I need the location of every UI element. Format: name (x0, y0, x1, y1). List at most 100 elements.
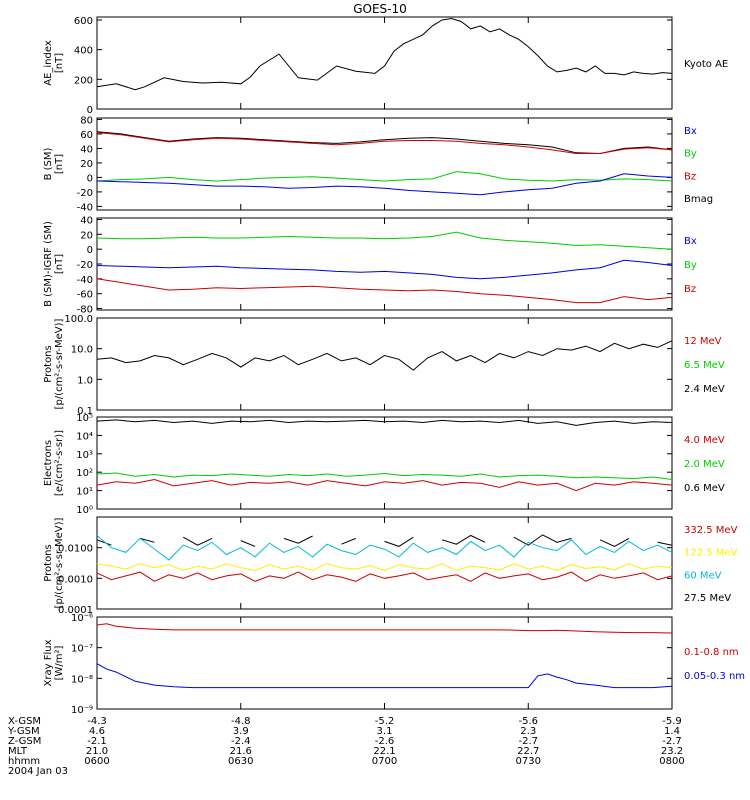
x-row-value: 0600 (84, 756, 109, 767)
series-line-0-05-0-3-nm (96, 663, 673, 689)
panel-frame (96, 317, 673, 411)
y-axis-label-line: [nT] (54, 154, 65, 174)
y-tick-label: 10² (76, 468, 93, 479)
x-row-label: Y-GSM (7, 726, 40, 737)
y-tick-label: 0.0100 (58, 544, 93, 555)
x-row-value: -4.3 (87, 716, 107, 727)
legend-entry: Kyoto AE (684, 59, 728, 70)
y-tick-label: 0 (87, 105, 93, 116)
y-tick-label: 10⁻⁸ (71, 674, 93, 685)
series-line-by (96, 231, 673, 250)
y-tick-label: 0 (87, 245, 93, 256)
y-axis-label: Electrons[e/(cm²-s-sr)] (43, 430, 65, 496)
legend-entry: Bx (684, 236, 697, 247)
legend-entry: 27.5 MeV (684, 593, 731, 604)
y-tick-label: 600 (74, 16, 93, 27)
x-row-value: 1.4 (664, 726, 680, 737)
y-tick-label: 200 (74, 75, 93, 86)
legend-entry: By (684, 260, 697, 271)
legend-entry: Bz (684, 171, 696, 182)
panel-frame (96, 16, 673, 110)
x-row-value: -2.7 (662, 736, 682, 747)
series-line-bmag (96, 131, 673, 155)
x-row-value: -2.6 (375, 736, 395, 747)
x-row-value: -5.2 (375, 716, 395, 727)
y-axis-label-line: [e/(cm²-s-sr)] (54, 430, 65, 496)
x-row-value: 0700 (372, 756, 397, 767)
panel-3: 40 20 0 -20 -40 -60 -80 B (SM)-IGRF (SM)[nT] Bx B… (43, 215, 697, 315)
y-tick-label: 10⁵ (76, 413, 93, 424)
y-tick-label: 10⁻⁹ (71, 705, 93, 716)
y-tick-label: 1.0 (77, 375, 93, 386)
y-tick-label: -40 (77, 202, 93, 213)
series-line-27-5-mev (96, 534, 673, 547)
panel-2: 80 60 40 20 0 -20 -40 B (SM)[nT] Bx By Bz Bmag (43, 115, 713, 213)
y-tick-label: 60 (80, 130, 93, 141)
x-row-value: 2.3 (520, 726, 536, 737)
y-axis-label-line: Xray Flux (43, 639, 54, 686)
series-line-122-5-mev (96, 563, 673, 572)
x-row-value: 21.6 (230, 746, 252, 757)
y-axis-label-line: [p/(cm²-s-sr-MeV)] (54, 318, 65, 409)
y-axis-label-line: Electrons (43, 440, 54, 486)
x-row-value: 3.9 (233, 726, 249, 737)
y-axis-label-line: Protons (43, 544, 54, 581)
series-line-bx (96, 173, 673, 196)
series-line-kyoto-ae (96, 17, 673, 91)
y-tick-label: 0.0001 (58, 605, 93, 616)
x-row-value: 23.2 (661, 746, 683, 757)
y-tick-label: -20 (77, 188, 93, 199)
y-tick-label: 10¹ (76, 487, 93, 498)
y-axis-label: Xray Flux[W/m²] (43, 639, 65, 686)
series-line-0-6-mev (96, 419, 673, 426)
legend-entry: Bx (684, 126, 697, 137)
y-tick-label: 10.0 (71, 345, 93, 356)
y-tick-label: 10⁻⁶ (71, 613, 93, 624)
y-tick-label: -40 (77, 275, 93, 286)
x-row-value: 21.0 (86, 746, 108, 757)
series-line-bz (96, 132, 673, 154)
x-row-value: 22.1 (373, 746, 395, 757)
panel-7: 10⁻⁶ 10⁻⁷ 10⁻⁸ 10⁻⁹ Xray Flux[W/m²] 0.1-0.8 n… (43, 613, 745, 716)
y-tick-label: 400 (74, 46, 93, 57)
y-axis-label-line: [W/m²] (54, 645, 65, 680)
y-axis-label: B (SM)[nT] (43, 147, 65, 180)
y-tick-label: 10³ (76, 450, 93, 461)
panel-frame (96, 516, 673, 610)
x-row-label: Z-GSM (8, 736, 41, 747)
x-row-value: -2.1 (87, 736, 107, 747)
panel-frame (96, 117, 673, 211)
legend-entry: 60 MeV (684, 570, 722, 581)
series-line-2-0-mev (96, 472, 673, 480)
series-line-60-mev (96, 535, 673, 561)
y-axis-label-line: B (SM)-IGRF (SM) (43, 221, 54, 307)
y-axis-label-line: [nT] (54, 254, 65, 274)
panel-1: 0 200 400 600 AE_index[nT] Kyoto AE (43, 16, 728, 116)
legend-entry: Bz (684, 284, 696, 295)
panel-frame (96, 416, 673, 510)
y-axis-label-line: B (SM) (43, 147, 54, 180)
date-label: 2004 Jan 03 (8, 766, 68, 777)
legend-entry: By (684, 149, 697, 160)
panel-frame (96, 616, 673, 710)
panel-frame (96, 217, 673, 311)
y-tick-label: 20 (80, 159, 93, 170)
legend-entry: 122.5 MeV (684, 548, 738, 559)
x-row-value: -2.7 (518, 736, 538, 747)
legend-entry: 0.6 MeV (684, 483, 725, 494)
y-tick-label: -80 (77, 305, 93, 316)
y-tick-label: 80 (80, 115, 93, 126)
series-line-bz (96, 278, 673, 304)
legend-entry: 0.1-0.8 nm (684, 647, 739, 658)
y-tick-label: 10⁻⁷ (71, 644, 93, 655)
x-row-value: -5.9 (662, 716, 682, 727)
y-tick-label: 40 (80, 215, 93, 226)
y-tick-label: -60 (77, 290, 93, 301)
legend-entry: 332.5 MeV (684, 525, 738, 536)
series-line-by (96, 171, 673, 182)
y-axis-label: B (SM)-IGRF (SM)[nT] (43, 221, 65, 307)
series-line-332-5-mev (96, 571, 673, 582)
y-axis-label-line: [p/(cm²-s-sr-MeV)] (54, 517, 65, 608)
